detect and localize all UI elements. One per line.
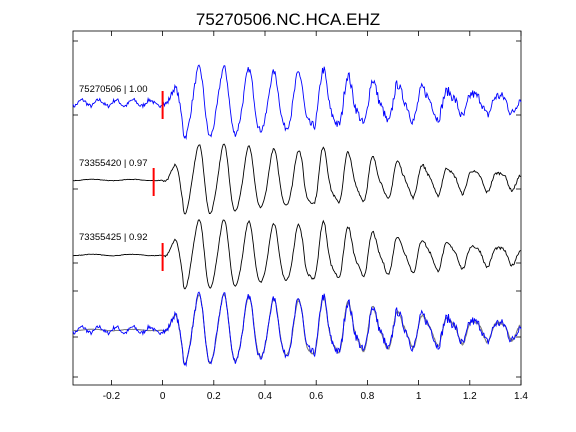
trace-line (73, 143, 522, 215)
traces-layer (72, 64, 522, 367)
x-tick-label: 0.4 (258, 391, 272, 402)
x-tick-label: 0.2 (207, 391, 221, 402)
chart-title: 75270506.NC.HCA.EHZ (196, 10, 380, 29)
picks-layer (152, 91, 164, 271)
trace-label: 73355420 | 0.97 (79, 158, 148, 169)
plot-frame (72, 30, 522, 386)
trace-label: 75270506 | 1.00 (79, 84, 148, 95)
overlay-trace-master (72, 291, 522, 367)
trace-label: 73355425 | 0.92 (79, 232, 148, 243)
x-tick-label: 1.4 (514, 391, 528, 402)
x-tick-label: -0.2 (103, 391, 121, 402)
x-tick-label: 0.8 (360, 391, 374, 402)
x-tick-label: 1.2 (463, 391, 477, 402)
trace-line (73, 219, 521, 290)
trace-labels: 75270506 | 1.00 73355420 | 0.97 73355425… (79, 84, 148, 243)
x-tick-label: 0.6 (309, 391, 323, 402)
overlay-trace-gray (73, 294, 521, 365)
axis-ticks: -0.2 0 0.2 0.4 0.6 0.8 1 1.2 1.4 (73, 31, 528, 402)
x-tick-label: 1 (416, 391, 422, 402)
trace-line (72, 64, 522, 140)
x-tick-label: 0 (160, 391, 166, 402)
